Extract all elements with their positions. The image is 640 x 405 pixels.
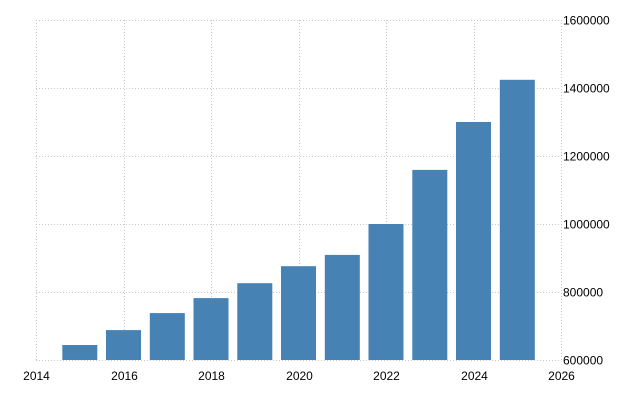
bars bbox=[62, 79, 535, 361]
x-axis: 2014 2016 2018 2020 2022 2024 2026 bbox=[23, 369, 575, 383]
bar-2022 bbox=[368, 224, 404, 360]
bar-2016 bbox=[106, 330, 141, 360]
bar-2020 bbox=[281, 266, 316, 360]
x-tick-label: 2024 bbox=[461, 369, 488, 383]
x-tick-label: 2014 bbox=[23, 369, 50, 383]
bar-2019 bbox=[237, 283, 273, 360]
x-tick-label: 2020 bbox=[286, 369, 313, 383]
x-tick-label: 2026 bbox=[548, 369, 575, 383]
y-tick-label: 1400000 bbox=[563, 82, 610, 96]
bar-2015 bbox=[62, 345, 98, 360]
grid bbox=[36, 20, 562, 361]
y-tick-label: 1200000 bbox=[563, 150, 610, 164]
x-tick-label: 2018 bbox=[198, 369, 225, 383]
bar-2021 bbox=[324, 254, 360, 360]
y-axis: 600000 800000 1000000 1200000 1400000 1600000 bbox=[563, 14, 610, 368]
y-tick-label: 800000 bbox=[563, 286, 603, 300]
bar-2025 bbox=[499, 79, 535, 361]
y-tick-label: 1000000 bbox=[563, 218, 610, 232]
bar-2018 bbox=[193, 298, 229, 360]
bar-2017 bbox=[149, 313, 185, 360]
x-tick-label: 2016 bbox=[111, 369, 138, 383]
y-tick-label: 1600000 bbox=[563, 14, 610, 28]
x-tick-label: 2022 bbox=[373, 369, 400, 383]
y-tick-label: 600000 bbox=[563, 354, 603, 368]
bar-2024 bbox=[456, 122, 491, 360]
bar-2023 bbox=[412, 169, 448, 360]
